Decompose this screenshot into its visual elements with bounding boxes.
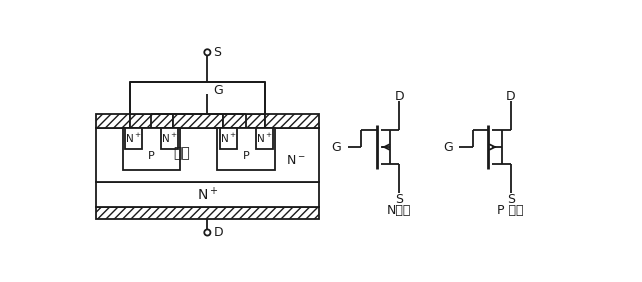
Text: N$^+$: N$^+$ <box>161 132 178 145</box>
Bar <box>130 81 265 114</box>
Bar <box>161 128 178 149</box>
Text: N$^+$: N$^+$ <box>256 132 273 145</box>
Text: P: P <box>148 151 155 161</box>
Bar <box>256 128 273 149</box>
Bar <box>96 128 319 182</box>
Text: D: D <box>214 226 223 239</box>
Bar <box>96 182 319 207</box>
Text: N$^-$: N$^-$ <box>286 154 306 167</box>
Bar <box>125 128 142 149</box>
Bar <box>218 128 275 170</box>
Text: P 沟道: P 沟道 <box>498 204 524 217</box>
Text: N$^+$: N$^+$ <box>196 186 218 203</box>
Text: G: G <box>443 140 453 153</box>
Text: 沟道: 沟道 <box>173 146 190 160</box>
Bar <box>96 114 130 128</box>
Bar <box>130 114 173 128</box>
Text: S: S <box>395 193 403 206</box>
Text: N$^+$: N$^+$ <box>125 132 142 145</box>
Text: S: S <box>507 193 515 206</box>
Bar <box>173 114 223 128</box>
Text: P: P <box>243 151 249 161</box>
Text: D: D <box>394 90 404 103</box>
Text: N沟道: N沟道 <box>387 204 412 217</box>
Text: D: D <box>506 90 516 103</box>
Bar <box>223 114 265 128</box>
Text: S: S <box>214 46 221 59</box>
Bar <box>96 207 319 219</box>
Bar <box>123 128 180 170</box>
Text: G: G <box>332 140 342 153</box>
Bar <box>220 128 237 149</box>
Text: G: G <box>214 84 223 97</box>
Bar <box>265 114 319 128</box>
Text: N$^+$: N$^+$ <box>220 132 236 145</box>
